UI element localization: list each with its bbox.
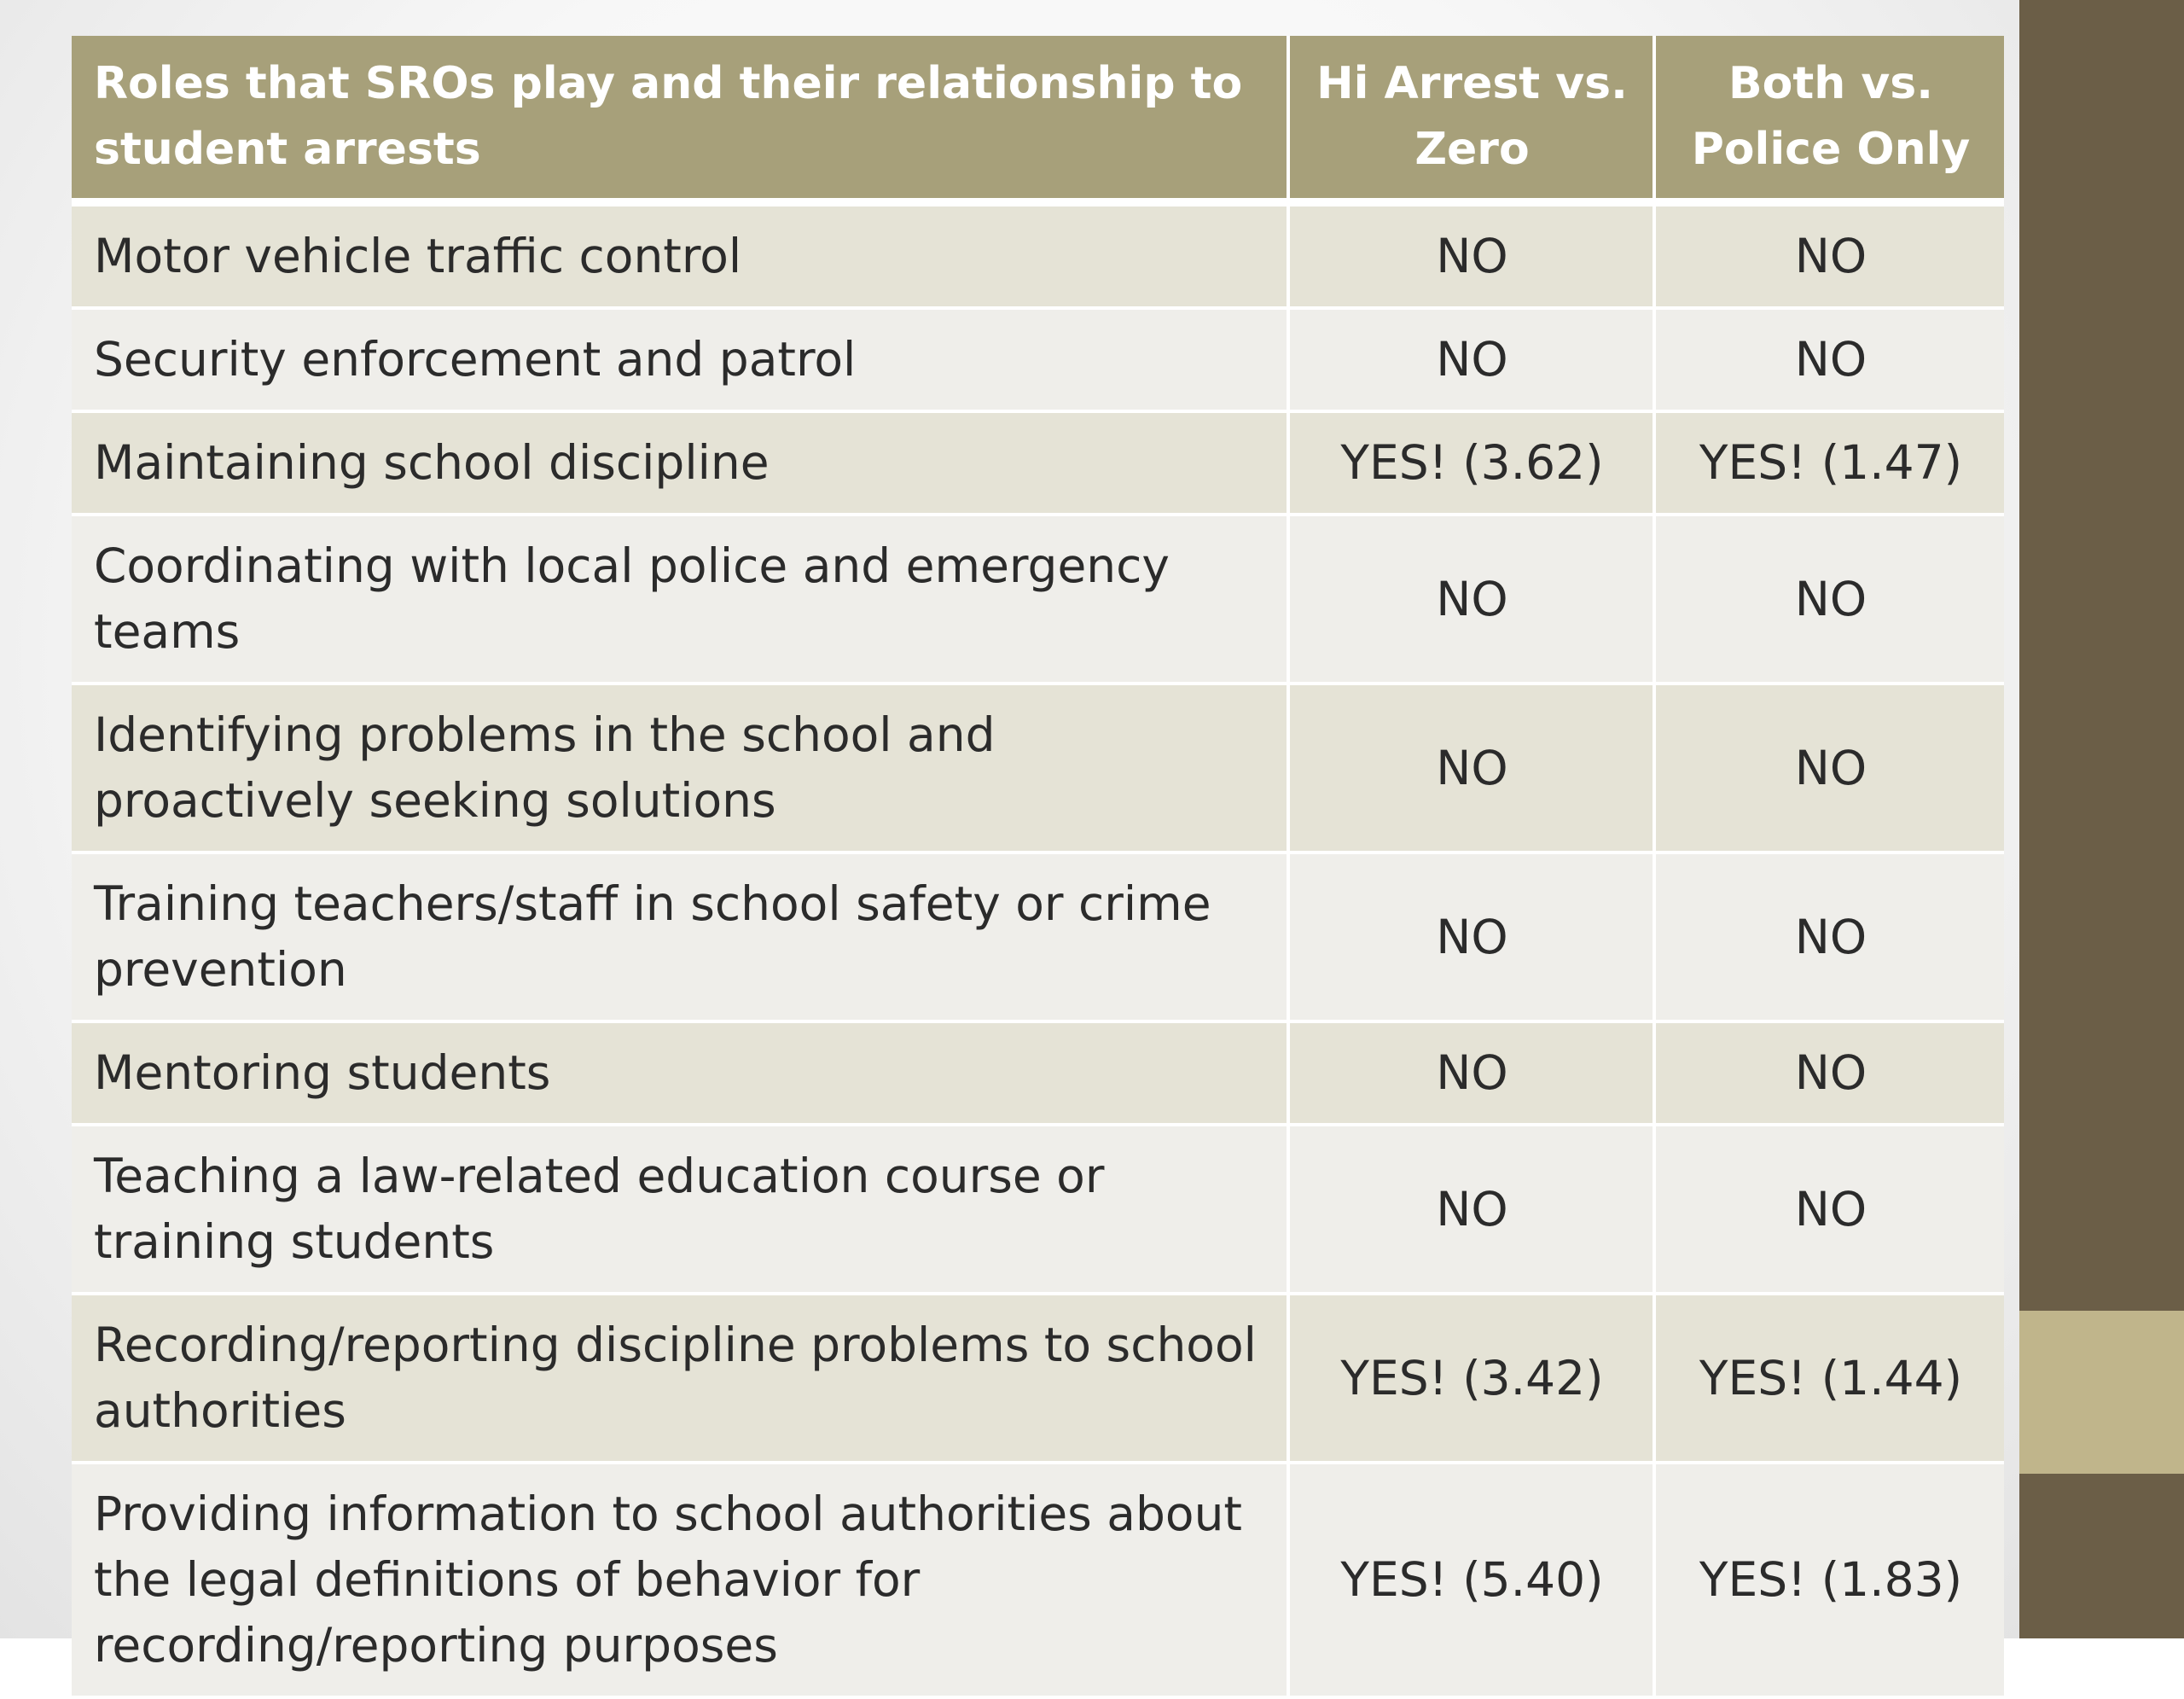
both-vs-police-result-cell: YES! (1.44)	[1654, 1294, 2004, 1464]
both-vs-police-result-cell: YES! (1.83)	[1654, 1463, 2004, 1699]
role-cell: Teaching a law-related education course …	[72, 1125, 1290, 1295]
header-hi-arrest-vs-zero: Hi Arrest vs. Zero	[1288, 36, 1656, 207]
role-cell: Maintaining school discipline	[72, 411, 1290, 516]
header-roles: Roles that SROs play and their relations…	[72, 36, 1290, 207]
role-cell: Motor vehicle traffic control	[72, 202, 1290, 310]
table-row: Identifying problems in the school and p…	[72, 684, 2004, 854]
table-row: Maintaining school discipline YES! (3.62…	[72, 411, 2004, 516]
role-cell: Training teachers/staff in school safety…	[72, 852, 1290, 1023]
role-cell: Recording/reporting discipline problems …	[72, 1294, 1290, 1464]
role-cell: Security enforcement and patrol	[72, 308, 1290, 413]
hi-arrest-result-cell: NO	[1288, 202, 1656, 310]
hi-arrest-result-cell: YES! (3.42)	[1288, 1294, 1656, 1464]
table-row: Recording/reporting discipline problems …	[72, 1294, 2004, 1464]
header-both-vs-police-only: Both vs. Police Only	[1654, 36, 2004, 207]
table-row: Teaching a law-related education course …	[72, 1125, 2004, 1295]
sro-roles-table: Roles that SROs play and their relations…	[72, 36, 2004, 1699]
hi-arrest-result-cell: YES! (3.62)	[1288, 411, 1656, 516]
hi-arrest-result-cell: YES! (5.40)	[1288, 1463, 1656, 1699]
both-vs-police-result-cell: YES! (1.47)	[1654, 411, 2004, 516]
both-vs-police-result-cell: NO	[1654, 1125, 2004, 1295]
both-vs-police-result-cell: NO	[1654, 684, 2004, 854]
table-row: Providing information to school authorit…	[72, 1463, 2004, 1699]
side-decor-accent	[2019, 1311, 2184, 1474]
table-row: Training teachers/staff in school safety…	[72, 852, 2004, 1023]
role-cell: Coordinating with local police and emerg…	[72, 515, 1290, 685]
both-vs-police-result-cell: NO	[1654, 852, 2004, 1023]
both-vs-police-result-cell: NO	[1654, 1021, 2004, 1126]
table-row: Security enforcement and patrol NO NO	[72, 308, 2004, 413]
both-vs-police-result-cell: NO	[1654, 515, 2004, 685]
table-row: Motor vehicle traffic control NO NO	[72, 202, 2004, 310]
hi-arrest-result-cell: NO	[1288, 1125, 1656, 1295]
hi-arrest-result-cell: NO	[1288, 1021, 1656, 1126]
hi-arrest-result-cell: NO	[1288, 308, 1656, 413]
role-cell: Mentoring students	[72, 1021, 1290, 1126]
both-vs-police-result-cell: NO	[1654, 202, 2004, 310]
hi-arrest-result-cell: NO	[1288, 515, 1656, 685]
role-cell: Identifying problems in the school and p…	[72, 684, 1290, 854]
hi-arrest-result-cell: NO	[1288, 684, 1656, 854]
both-vs-police-result-cell: NO	[1654, 308, 2004, 413]
table-header-row: Roles that SROs play and their relations…	[72, 36, 2004, 207]
table-row: Mentoring students NO NO	[72, 1021, 2004, 1126]
table-row: Coordinating with local police and emerg…	[72, 515, 2004, 685]
hi-arrest-result-cell: NO	[1288, 852, 1656, 1023]
role-cell: Providing information to school authorit…	[72, 1463, 1290, 1699]
